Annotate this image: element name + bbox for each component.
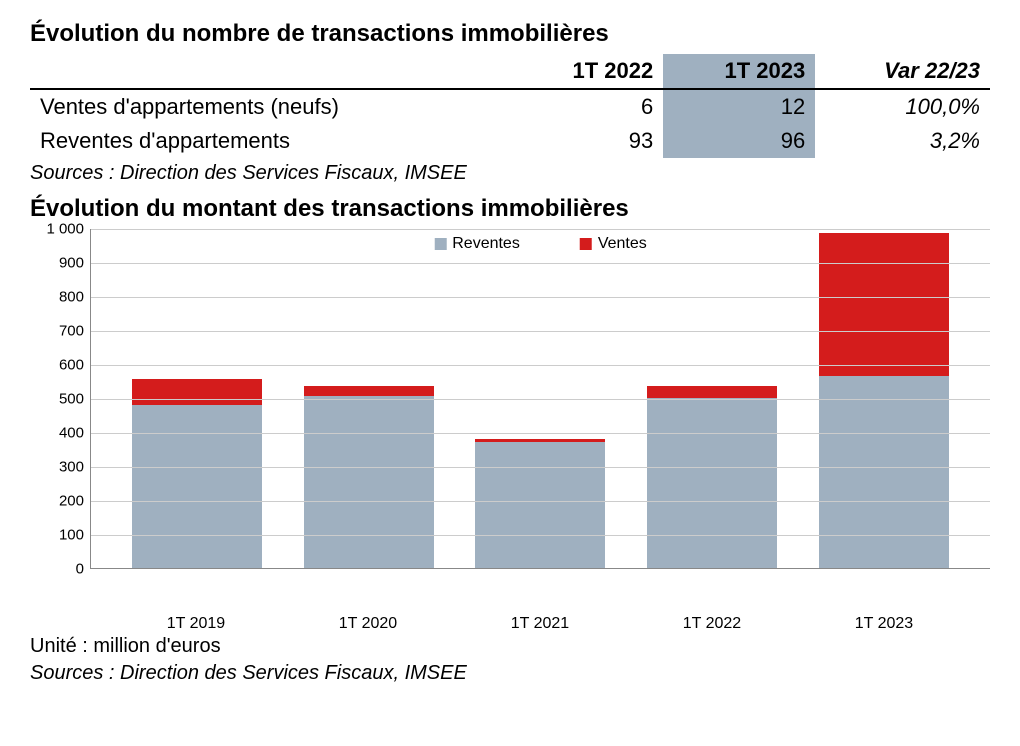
cell: 93 xyxy=(511,124,663,158)
cell: 6 xyxy=(511,89,663,124)
legend-swatch xyxy=(580,238,592,250)
y-tick-label: 400 xyxy=(59,425,84,442)
transactions-table: 1T 2022 1T 2023 Var 22/23 Ventes d'appar… xyxy=(30,54,990,158)
legend-item: Reventes xyxy=(434,235,520,253)
y-tick-label: 600 xyxy=(59,357,84,374)
bar-group xyxy=(647,386,777,568)
table-header-c1: 1T 2023 xyxy=(663,54,815,89)
row-label: Reventes d'appartements xyxy=(30,124,511,158)
bar-segment xyxy=(647,398,777,568)
bar-group xyxy=(819,233,949,568)
table-row: Reventes d'appartements 93 96 3,2% xyxy=(30,124,990,158)
cell: 96 xyxy=(663,124,815,158)
gridline xyxy=(91,399,990,400)
x-tick-label: 1T 2021 xyxy=(475,615,605,633)
legend-label: Ventes xyxy=(598,235,647,253)
y-tick-label: 900 xyxy=(59,255,84,272)
table-row: Ventes d'appartements (neufs) 6 12 100,0… xyxy=(30,89,990,124)
bar-segment xyxy=(132,379,262,405)
plot-area: Reventes Ventes xyxy=(90,229,990,569)
gridline xyxy=(91,229,990,230)
cell-var: 3,2% xyxy=(815,124,990,158)
gridline xyxy=(91,297,990,298)
gridline xyxy=(91,331,990,332)
bar-segment xyxy=(475,442,605,568)
y-tick-label: 800 xyxy=(59,289,84,306)
chart-container: 01002003004005006007008009001 000 Revent… xyxy=(30,229,990,633)
y-tick-label: 1 000 xyxy=(46,221,84,238)
bar-group xyxy=(475,439,605,568)
y-tick-label: 100 xyxy=(59,527,84,544)
chart-unit: Unité : million d'euros xyxy=(30,635,990,658)
legend-swatch xyxy=(434,238,446,250)
gridline xyxy=(91,433,990,434)
x-axis-labels: 1T 2019 1T 2020 1T 2021 1T 2022 1T 2023 xyxy=(90,609,990,633)
y-tick-label: 500 xyxy=(59,391,84,408)
row-label: Ventes d'appartements (neufs) xyxy=(30,89,511,124)
bar-segment xyxy=(819,233,949,376)
bar-segment xyxy=(819,376,949,568)
bar-segment xyxy=(304,386,434,396)
x-tick-label: 1T 2019 xyxy=(131,615,261,633)
table-sources: Sources : Direction des Services Fiscaux… xyxy=(30,162,990,185)
chart-legend: Reventes Ventes xyxy=(434,235,647,253)
gridline xyxy=(91,467,990,468)
x-tick-label: 1T 2022 xyxy=(647,615,777,633)
gridline xyxy=(91,501,990,502)
y-tick-label: 0 xyxy=(76,561,84,578)
chart-sources: Sources : Direction des Services Fiscaux… xyxy=(30,662,990,685)
table-header-c0: 1T 2022 xyxy=(511,54,663,89)
legend-label: Reventes xyxy=(452,235,520,253)
y-tick-label: 300 xyxy=(59,459,84,476)
bar-group xyxy=(132,379,262,568)
y-axis: 01002003004005006007008009001 000 xyxy=(30,229,90,569)
legend-item: Ventes xyxy=(580,235,647,253)
chart-title: Évolution du montant des transactions im… xyxy=(30,195,990,223)
y-tick-label: 200 xyxy=(59,493,84,510)
bar-group xyxy=(304,386,434,568)
table-header-blank xyxy=(30,54,511,89)
x-tick-label: 1T 2023 xyxy=(819,615,949,633)
cell-var: 100,0% xyxy=(815,89,990,124)
bar-segment xyxy=(647,386,777,398)
table-header-var: Var 22/23 xyxy=(815,54,990,89)
bar-segment xyxy=(304,396,434,568)
x-tick-label: 1T 2020 xyxy=(303,615,433,633)
y-tick-label: 700 xyxy=(59,323,84,340)
cell: 12 xyxy=(663,89,815,124)
table-title: Évolution du nombre de transactions immo… xyxy=(30,20,990,48)
bar-segment xyxy=(132,405,262,568)
gridline xyxy=(91,535,990,536)
gridline xyxy=(91,365,990,366)
gridline xyxy=(91,263,990,264)
